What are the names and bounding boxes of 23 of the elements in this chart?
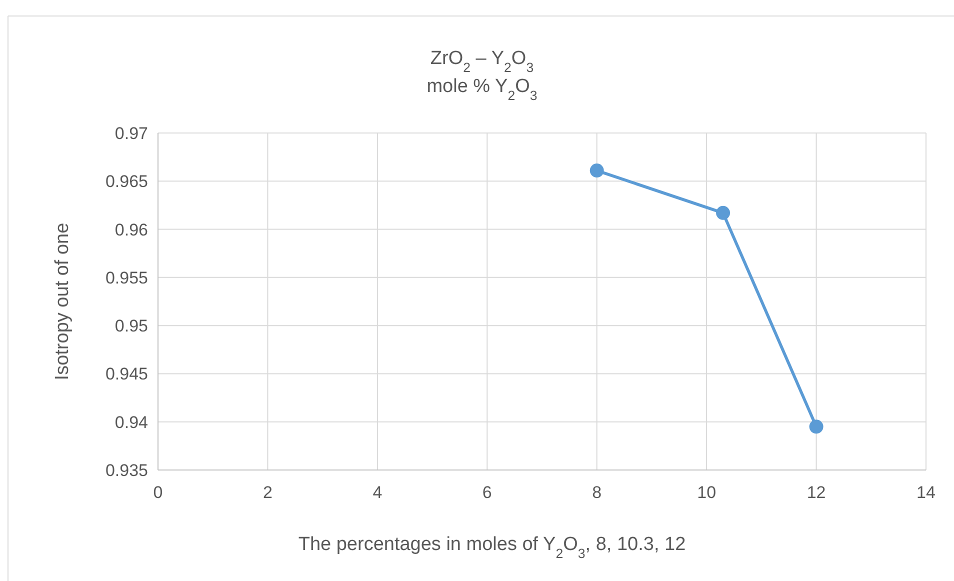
x-tick-label: 14 bbox=[916, 483, 936, 502]
chart-title: ZrO$_{2}$ – Y$_{2}$O$_{3}$ bbox=[430, 48, 534, 74]
y-tick-label: 0.935 bbox=[105, 461, 148, 480]
x-tick-label: 0 bbox=[153, 483, 163, 502]
x-tick-label: 4 bbox=[372, 483, 382, 502]
y-tick-label: 0.945 bbox=[105, 364, 148, 384]
y-axis-title: Isotropy out of one bbox=[52, 222, 73, 380]
y-tick-label: 0.94 bbox=[114, 412, 148, 432]
x-axis-title: The percentages in moles of Y$_{2}$O$_{3}$, 8, 10.3, 12 bbox=[298, 534, 686, 560]
x-tick-label: 12 bbox=[806, 483, 826, 502]
y-tick-label: 0.955 bbox=[105, 268, 148, 288]
y-tick-label: 0.95 bbox=[114, 316, 148, 336]
point bbox=[590, 164, 604, 178]
x-tick-label: 2 bbox=[262, 483, 272, 502]
point bbox=[809, 420, 824, 434]
y-tick-label: 0.97 bbox=[114, 124, 148, 143]
x-tick-label: 6 bbox=[482, 483, 492, 502]
point bbox=[716, 206, 730, 220]
y-tick-label: 0.965 bbox=[105, 172, 148, 192]
chart-subtitle: mole % Y$_{2}$O$_{3}$ bbox=[426, 76, 538, 102]
y-tick-label: 0.96 bbox=[114, 220, 148, 240]
x-tick-label: 8 bbox=[592, 483, 602, 502]
x-tick-label: 10 bbox=[697, 483, 716, 502]
